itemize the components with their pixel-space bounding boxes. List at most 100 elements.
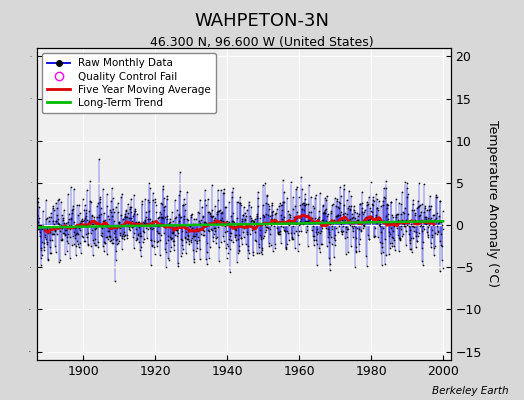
Point bbox=[151, 196, 159, 202]
Point bbox=[317, 228, 325, 234]
Point bbox=[409, 197, 418, 203]
Point bbox=[234, 249, 242, 256]
Point bbox=[228, 218, 236, 224]
Point bbox=[368, 214, 376, 220]
Point bbox=[34, 198, 42, 205]
Point bbox=[49, 231, 58, 238]
Point bbox=[356, 236, 364, 242]
Point bbox=[198, 225, 206, 232]
Point bbox=[344, 226, 352, 232]
Point bbox=[50, 226, 59, 233]
Point bbox=[40, 240, 48, 246]
Point bbox=[104, 213, 113, 219]
Point bbox=[399, 210, 408, 216]
Point bbox=[256, 232, 264, 238]
Point bbox=[216, 216, 224, 223]
Point bbox=[156, 210, 165, 217]
Point bbox=[120, 236, 128, 242]
Point bbox=[34, 226, 42, 233]
Point bbox=[148, 242, 156, 248]
Point bbox=[353, 216, 362, 223]
Point bbox=[289, 236, 298, 242]
Point bbox=[278, 216, 286, 222]
Point bbox=[66, 226, 74, 232]
Point bbox=[410, 212, 419, 218]
Point bbox=[91, 226, 99, 232]
Point bbox=[87, 230, 95, 237]
Point bbox=[204, 222, 213, 228]
Point bbox=[421, 220, 430, 227]
Point bbox=[377, 240, 386, 246]
Point bbox=[266, 231, 274, 238]
Point bbox=[193, 227, 201, 233]
Point bbox=[92, 223, 100, 229]
Point bbox=[378, 262, 386, 268]
Point bbox=[56, 221, 64, 228]
Point bbox=[135, 219, 144, 226]
Point bbox=[365, 216, 374, 222]
Point bbox=[302, 217, 311, 224]
Point bbox=[145, 199, 153, 206]
Point bbox=[313, 215, 322, 222]
Point bbox=[179, 246, 187, 252]
Point bbox=[290, 216, 299, 222]
Point bbox=[118, 191, 126, 198]
Point bbox=[318, 224, 326, 231]
Point bbox=[182, 239, 190, 245]
Point bbox=[421, 214, 429, 220]
Point bbox=[301, 218, 310, 224]
Point bbox=[133, 210, 141, 217]
Point bbox=[376, 221, 384, 227]
Point bbox=[93, 200, 102, 206]
Point bbox=[245, 212, 254, 219]
Point bbox=[71, 234, 79, 241]
Point bbox=[366, 216, 374, 222]
Point bbox=[221, 223, 230, 230]
Point bbox=[235, 248, 243, 255]
Point bbox=[384, 210, 392, 217]
Point bbox=[236, 194, 245, 201]
Point bbox=[157, 200, 166, 206]
Point bbox=[301, 191, 309, 197]
Point bbox=[180, 196, 188, 202]
Point bbox=[344, 205, 353, 211]
Point bbox=[439, 208, 447, 214]
Point bbox=[73, 202, 81, 208]
Point bbox=[85, 218, 93, 224]
Point bbox=[134, 232, 142, 238]
Point bbox=[193, 233, 202, 240]
Point bbox=[380, 194, 388, 200]
Point bbox=[430, 216, 438, 223]
Point bbox=[369, 234, 378, 240]
Point bbox=[358, 211, 367, 217]
Point bbox=[422, 214, 431, 220]
Point bbox=[105, 216, 114, 223]
Y-axis label: Temperature Anomaly (°C): Temperature Anomaly (°C) bbox=[486, 120, 498, 288]
Point bbox=[151, 222, 159, 229]
Point bbox=[296, 218, 304, 224]
Point bbox=[88, 226, 96, 233]
Point bbox=[278, 207, 286, 214]
Point bbox=[144, 216, 152, 222]
Point bbox=[305, 209, 313, 215]
Point bbox=[192, 231, 201, 238]
Point bbox=[419, 223, 427, 230]
Point bbox=[118, 232, 127, 239]
Point bbox=[378, 244, 386, 250]
Point bbox=[385, 251, 394, 257]
Point bbox=[257, 245, 266, 252]
Point bbox=[354, 217, 363, 224]
Point bbox=[127, 224, 136, 230]
Point bbox=[85, 218, 94, 225]
Point bbox=[432, 194, 441, 200]
Point bbox=[61, 227, 70, 233]
Point bbox=[394, 232, 402, 238]
Point bbox=[398, 233, 406, 240]
Point bbox=[263, 223, 271, 230]
Point bbox=[254, 195, 263, 202]
Point bbox=[307, 194, 315, 200]
Point bbox=[286, 220, 294, 226]
Point bbox=[387, 199, 396, 205]
Point bbox=[178, 250, 187, 257]
Point bbox=[154, 215, 162, 221]
